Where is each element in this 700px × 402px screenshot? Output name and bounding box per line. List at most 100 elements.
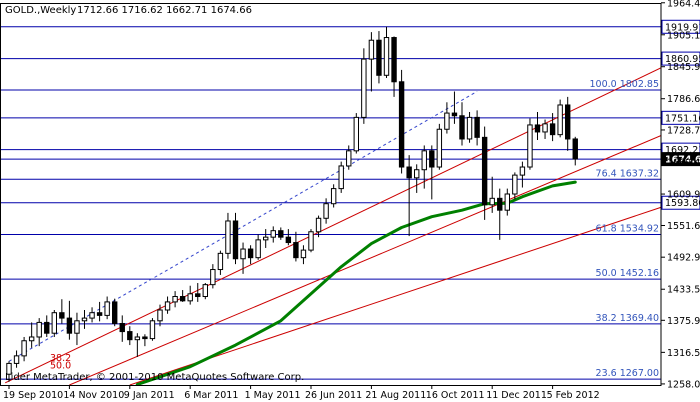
candle — [512, 172, 518, 200]
candle-body-up — [361, 58, 367, 118]
y-tick-label: 1964.40 — [667, 0, 700, 9]
candle — [549, 113, 556, 142]
candle-body-down — [398, 81, 405, 168]
level-label-box — [661, 19, 700, 34]
candle — [119, 315, 125, 342]
candle — [187, 285, 193, 305]
candle-body-up — [81, 317, 88, 322]
candle-body-up — [164, 301, 171, 311]
candle-body-up — [421, 150, 427, 171]
candle — [481, 126, 488, 220]
current-price-box — [661, 152, 700, 167]
fib-level-label: 23.6 1267.00 — [596, 368, 659, 379]
candle-body-down — [127, 331, 133, 341]
y-tick-label: 1845.90 — [667, 62, 700, 73]
candle — [232, 212, 239, 265]
candle-body-up — [74, 320, 80, 334]
candle — [421, 145, 427, 189]
candle — [429, 145, 435, 200]
candle-body-up — [383, 37, 390, 76]
candle-body-up — [187, 293, 193, 302]
candle-body-down — [481, 136, 488, 206]
candle-body-up — [527, 124, 533, 168]
candles-layer — [6, 26, 578, 382]
candle — [127, 326, 133, 346]
candle — [44, 315, 50, 337]
candle-body-down — [179, 296, 186, 302]
fib-left-label: 50.0 — [50, 361, 71, 372]
candle — [210, 264, 216, 289]
candle-body-up — [308, 231, 314, 251]
level-label: 1593.80 — [665, 198, 700, 209]
candle — [383, 26, 390, 78]
candle — [308, 229, 314, 253]
y-tick-label: 1609.90 — [667, 190, 700, 201]
x-tick-label: 19 Sep 2010 — [3, 390, 63, 401]
level-lines-layer — [0, 26, 661, 380]
labels-layer: 1919.91 1860.95 1751.16 1692.21 1593.80 1674.… — [50, 19, 700, 379]
candle — [346, 145, 352, 170]
x-tick-label: 26 Jun 2011 — [305, 390, 362, 401]
candle — [179, 290, 186, 302]
candle-body-down — [293, 242, 299, 259]
candle-body-down — [232, 220, 239, 260]
candle — [565, 96, 571, 151]
candle-body-down — [66, 317, 73, 334]
candle-body-down — [459, 115, 465, 140]
candle — [36, 318, 42, 347]
candle — [134, 333, 141, 357]
candle-body-up — [512, 174, 518, 195]
y-tick-label: 1316.50 — [667, 348, 700, 359]
candle-body-up — [414, 169, 420, 179]
candle — [112, 298, 118, 327]
level-label: 1860.95 — [665, 54, 700, 65]
candle-body-up — [353, 116, 360, 152]
candle — [285, 229, 292, 246]
candle-body-down — [549, 123, 556, 136]
candle-body-up — [489, 197, 495, 206]
fib-left-label: 38.2 — [50, 353, 71, 364]
candle — [338, 161, 344, 193]
candle — [444, 102, 450, 134]
candle-body-up — [89, 312, 95, 319]
candle-body-up — [6, 362, 12, 375]
candle — [527, 118, 533, 170]
candle — [489, 176, 495, 213]
candle — [466, 111, 473, 143]
candle-body-down — [195, 293, 201, 298]
candle — [270, 226, 276, 243]
candle-body-up — [436, 128, 443, 168]
candle — [21, 336, 27, 362]
candle-body-down — [429, 150, 435, 168]
x-tick-label: 11 Dec 2011 — [486, 390, 547, 401]
candle — [240, 242, 246, 274]
candle-body-up — [323, 203, 329, 219]
y-tick-label: 1375.90 — [667, 316, 700, 327]
plot-frame — [0, 3, 662, 386]
trend-line — [129, 206, 661, 385]
candle — [497, 188, 503, 240]
candle-body-down — [112, 301, 118, 324]
candle — [247, 245, 254, 265]
candle-body-up — [202, 284, 209, 298]
level-label-box — [661, 51, 700, 66]
candle — [414, 164, 420, 193]
candle-body-up — [519, 166, 526, 176]
candle-body-down — [142, 336, 148, 340]
level-label: 1692.21 — [665, 145, 700, 156]
candle-body-up — [149, 320, 156, 340]
y-tick-label: 1551.60 — [667, 221, 700, 232]
candle-body-down — [96, 312, 103, 316]
candle-body-up — [542, 123, 548, 133]
candle — [66, 300, 73, 340]
candle — [504, 188, 511, 216]
candle — [398, 69, 405, 174]
level-label: 1751.16 — [665, 113, 700, 124]
candle-body-up — [240, 248, 246, 260]
candle — [376, 31, 382, 84]
candle — [263, 229, 269, 248]
y-tick-label: 1669.40 — [667, 157, 700, 168]
candle — [104, 296, 110, 320]
